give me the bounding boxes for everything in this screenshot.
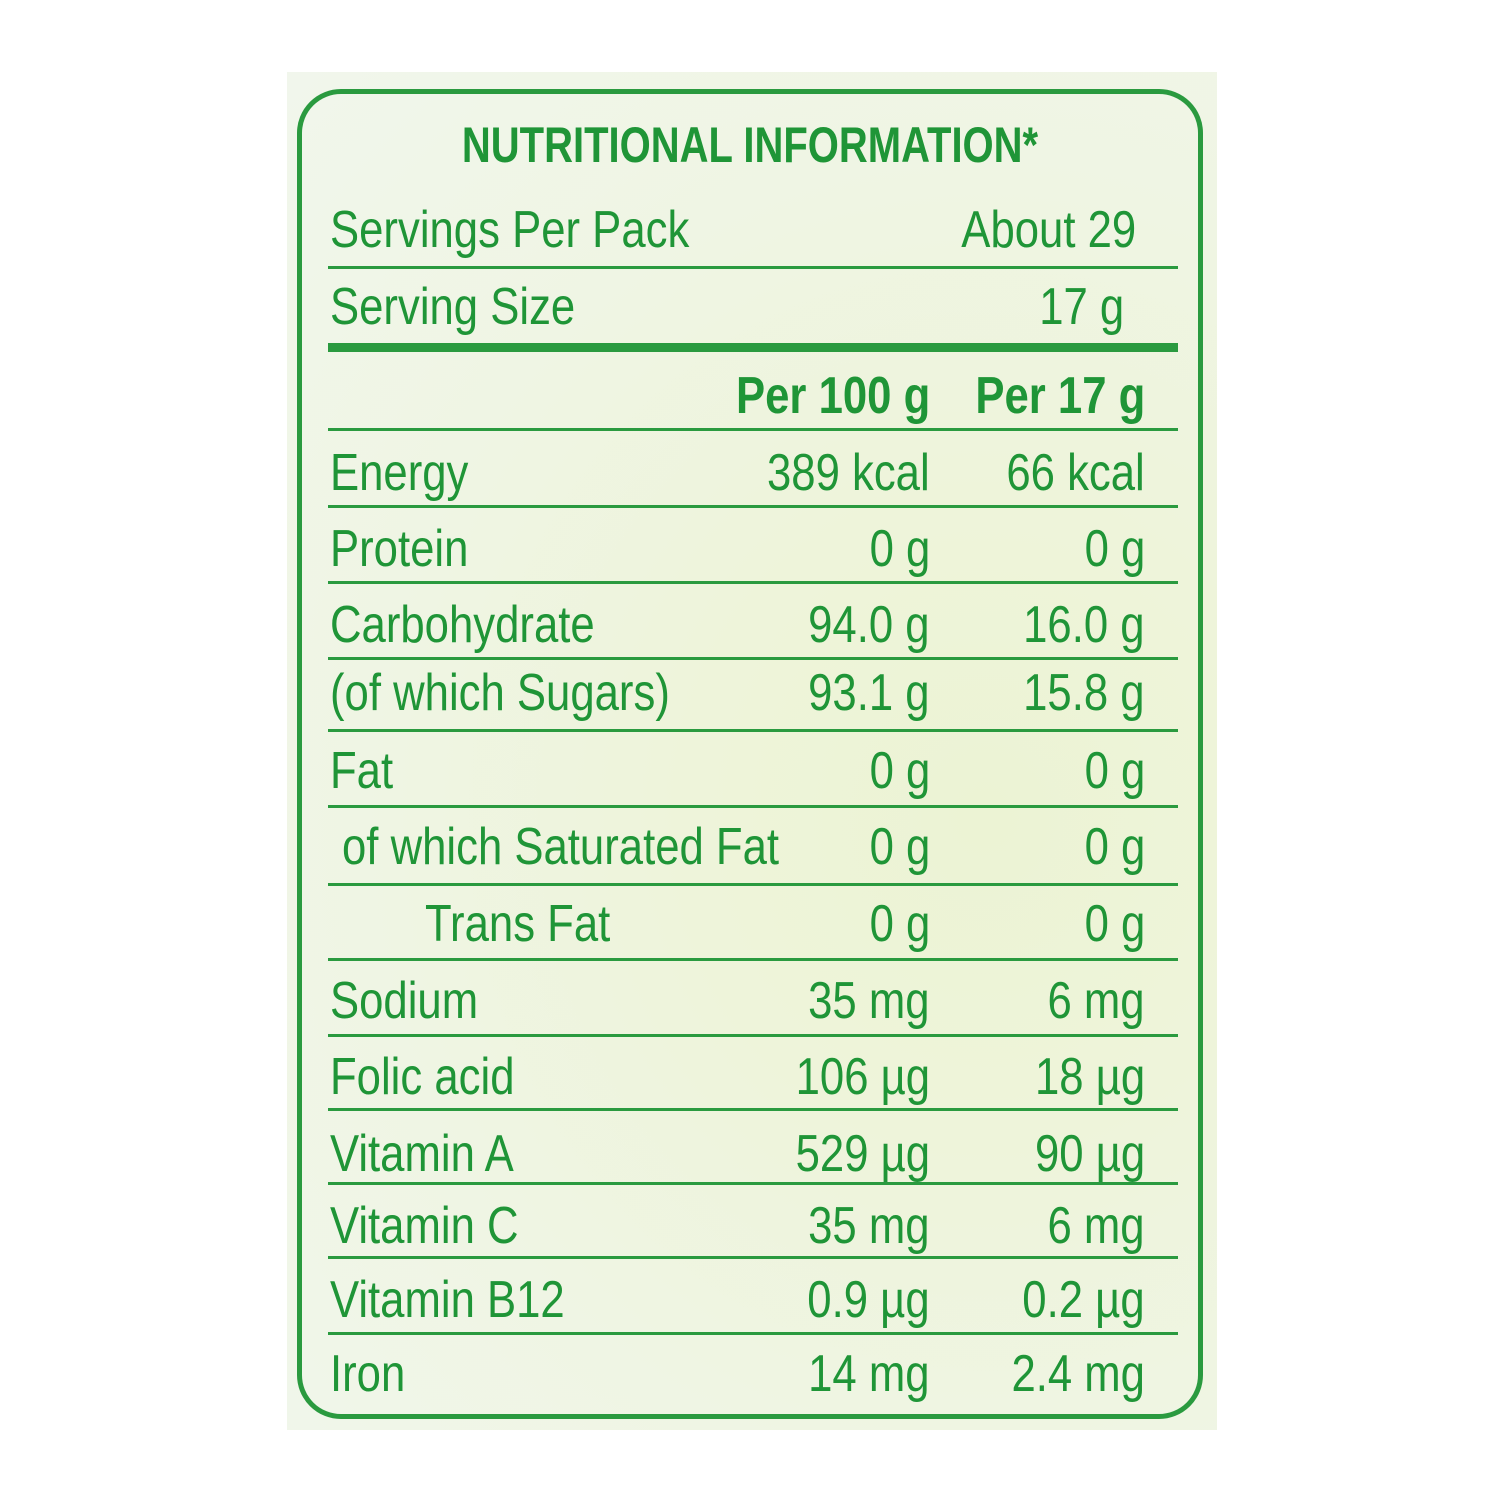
row-divider	[328, 657, 1178, 660]
nutrient-value-per-100g: 0 g	[869, 742, 930, 800]
nutrient-value-per-serving: 66 kcal	[1006, 444, 1145, 502]
serving-size-label: Serving Size	[330, 278, 576, 336]
nutrient-name: of which Saturated Fat	[342, 818, 780, 876]
nutrient-value-per-100g: 0 g	[869, 520, 930, 578]
nutrient-value-per-100g: 0 g	[869, 818, 930, 876]
row-divider	[328, 958, 1178, 961]
thick-divider	[328, 343, 1178, 352]
nutrient-value-per-serving: 6 mg	[1047, 972, 1145, 1030]
nutrient-name: Carbohydrate	[330, 596, 595, 654]
nutrient-value-per-serving: 0.2 µg	[1022, 1271, 1145, 1329]
row-divider	[328, 1108, 1178, 1111]
nutrient-value-per-100g: 0 g	[869, 895, 930, 953]
nutrient-name: Vitamin A	[330, 1125, 514, 1183]
row-divider	[328, 883, 1178, 886]
nutrient-value-per-serving: 2.4 mg	[1011, 1345, 1145, 1403]
nutrient-name: Vitamin B12	[330, 1271, 565, 1329]
nutrient-value-per-100g: 93.1 g	[808, 664, 930, 722]
divider	[328, 428, 1178, 431]
nutrient-value-per-serving: 0 g	[1084, 818, 1145, 876]
nutrient-value-per-100g: 35 mg	[808, 972, 930, 1030]
row-divider	[328, 729, 1178, 732]
nutrient-name: Folic acid	[330, 1048, 515, 1106]
row-divider	[328, 1182, 1178, 1185]
nutrient-name: Iron	[330, 1345, 406, 1403]
nutrient-value-per-100g: 529 µg	[795, 1125, 930, 1183]
servings-per-pack-label: Servings Per Pack	[330, 201, 690, 259]
nutrient-value-per-100g: 106 µg	[795, 1048, 930, 1106]
row-divider	[328, 1034, 1178, 1037]
nutrient-name: Protein	[330, 520, 469, 578]
nutrient-name: Sodium	[330, 972, 479, 1030]
label-background	[287, 72, 1217, 1430]
nutrient-value-per-serving: 15.8 g	[1023, 664, 1145, 722]
nutrient-value-per-100g: 35 mg	[808, 1197, 930, 1255]
column-header-per-serving: Per 17 g	[975, 367, 1145, 425]
nutrient-value-per-100g: 0.9 µg	[807, 1271, 930, 1329]
serving-size-value: 17 g	[1038, 278, 1124, 336]
nutrient-value-per-serving: 90 µg	[1034, 1125, 1145, 1183]
nutrient-value-per-serving: 6 mg	[1047, 1197, 1145, 1255]
nutrient-value-per-serving: 0 g	[1084, 742, 1145, 800]
row-divider	[328, 805, 1178, 808]
row-divider	[328, 1332, 1178, 1335]
nutrient-value-per-serving: 0 g	[1084, 895, 1145, 953]
column-header-per-100g: Per 100 g	[735, 367, 930, 425]
nutrient-value-per-100g: 389 kcal	[767, 444, 930, 502]
nutrient-value-per-100g: 14 mg	[808, 1345, 930, 1403]
panel-title: NUTRITIONAL INFORMATION*	[461, 117, 1039, 173]
nutrient-name: Trans Fat	[425, 895, 611, 953]
nutrient-value-per-100g: 94.0 g	[808, 596, 930, 654]
nutrient-name: Vitamin C	[330, 1197, 519, 1255]
row-divider	[328, 581, 1178, 584]
row-divider	[328, 505, 1178, 508]
nutrient-name: Energy	[330, 444, 469, 502]
nutrient-value-per-serving: 0 g	[1084, 520, 1145, 578]
nutrition-panel	[297, 89, 1203, 1419]
servings-per-pack-value: About 29	[961, 201, 1136, 259]
nutrient-name: Fat	[330, 742, 394, 800]
nutrient-name: (of which Sugars)	[330, 664, 670, 722]
row-divider	[328, 1256, 1178, 1259]
nutrient-value-per-serving: 18 µg	[1034, 1048, 1145, 1106]
divider	[328, 266, 1178, 269]
nutrient-value-per-serving: 16.0 g	[1023, 596, 1145, 654]
